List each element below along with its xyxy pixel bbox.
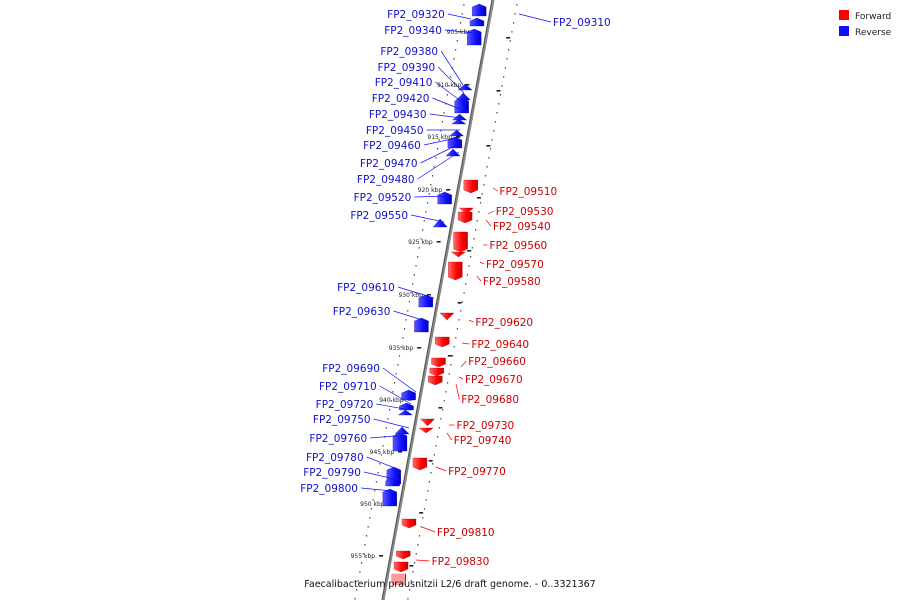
reverse-gene-feature[interactable] <box>414 317 429 333</box>
reverse-gene-label[interactable]: FP2_09320 <box>387 9 445 21</box>
forward-gene-feature[interactable] <box>420 418 435 427</box>
reverse-gene-feature[interactable] <box>472 3 487 17</box>
reverse-gene-label[interactable]: FP2_09690 <box>322 363 380 375</box>
chromosome-backbone <box>381 0 495 600</box>
reverse-gene-feature[interactable] <box>399 402 414 411</box>
forward-gene-feature[interactable] <box>448 261 463 281</box>
reverse-gene-feature[interactable] <box>467 28 482 46</box>
scale-tick-label: 950 kbp <box>360 501 385 508</box>
ruler-rails <box>354 4 518 600</box>
forward-gene-feature[interactable] <box>418 427 434 434</box>
reverse-gene-label[interactable]: FP2_09410 <box>375 77 433 89</box>
reverse-gene-label[interactable]: FP2_09340 <box>384 25 442 37</box>
forward-gene-label[interactable]: FP2_09580 <box>483 276 541 288</box>
scale-tick-label: 905 kbp <box>447 29 472 36</box>
reverse-gene-feature[interactable] <box>382 488 397 507</box>
label-leader-lines <box>360 13 552 562</box>
forward-gene-feature[interactable] <box>431 357 446 368</box>
reverse-gene-feature[interactable] <box>469 17 485 27</box>
reverse-gene-label[interactable]: FP2_09520 <box>354 192 412 204</box>
forward-gene-feature[interactable] <box>463 179 478 194</box>
forward-gene-label[interactable]: FP2_09560 <box>490 240 548 252</box>
reverse-gene-feature[interactable] <box>401 389 416 401</box>
reverse-gene-label[interactable]: FP2_09450 <box>366 125 424 137</box>
reverse-gene-label[interactable]: FP2_09800 <box>300 483 358 495</box>
reverse-gene-label[interactable]: FP2_09470 <box>360 158 418 170</box>
reverse-gene-feature[interactable] <box>449 129 465 137</box>
forward-gene-feature[interactable] <box>412 457 428 471</box>
legend-reverse-label: Reverse <box>855 28 892 38</box>
forward-gene-feature[interactable] <box>392 574 405 585</box>
scale-tick-label: 935 kbp <box>389 345 414 352</box>
forward-gene-feature[interactable] <box>453 231 468 253</box>
reverse-gene-label[interactable]: FP2_09790 <box>303 467 361 479</box>
reverse-gene-label[interactable]: FP2_09390 <box>377 62 435 74</box>
forward-gene-feature[interactable] <box>450 251 466 258</box>
forward-gene-feature[interactable] <box>396 550 411 560</box>
reverse-gene-feature[interactable] <box>451 118 467 125</box>
gene-labels[interactable]: FP2_09310 FP2_09320 FP2_09340 FP2_09380 FP2_… <box>300 9 610 568</box>
forward-gene-feature[interactable] <box>393 561 409 573</box>
forward-gene-label[interactable]: FP2_09770 <box>448 466 506 478</box>
forward-gene-label[interactable]: FP2_09510 <box>499 186 557 198</box>
scale-tick-label: 910 kbp <box>437 82 462 89</box>
gene-features <box>382 3 487 585</box>
scale-tick-label: 920 kbp <box>418 187 443 194</box>
reverse-gene-feature[interactable] <box>432 218 448 228</box>
forward-gene-feature[interactable] <box>458 207 474 215</box>
forward-gene-label[interactable]: FP2_09740 <box>454 435 512 447</box>
forward-gene-label[interactable]: FP2_09830 <box>432 556 490 568</box>
forward-gene-feature[interactable] <box>429 367 444 377</box>
reverse-gene-feature[interactable] <box>447 136 463 149</box>
legend: Forward Reverse <box>839 10 892 38</box>
forward-gene-label[interactable]: FP2_09570 <box>486 259 544 271</box>
legend-forward-swatch <box>839 10 849 20</box>
reverse-gene-feature[interactable] <box>397 409 413 416</box>
forward-gene-feature[interactable] <box>428 375 443 386</box>
genome-caption: Faecalibacterium prausnitzii L2/6 draft … <box>304 579 595 590</box>
forward-gene-label[interactable]: FP2_09730 <box>457 420 515 432</box>
forward-gene-label[interactable]: FP2_09670 <box>465 374 523 386</box>
scale-tick-label: 915 kbp <box>427 134 452 141</box>
forward-gene-label[interactable]: FP2_09530 <box>496 206 554 218</box>
ruler-ticks: 905 kbp 910 kbp 915 kbp 920 kbp 925 kbp 930 k… <box>351 29 511 567</box>
forward-gene-feature[interactable] <box>401 518 417 529</box>
reverse-gene-label[interactable]: FP2_09720 <box>316 399 374 411</box>
reverse-gene-label[interactable]: FP2_09460 <box>363 140 421 152</box>
reverse-gene-label[interactable]: FP2_09750 <box>313 414 371 426</box>
forward-gene-feature[interactable] <box>439 312 455 321</box>
scale-tick-label: 940 kbp <box>379 397 404 404</box>
reverse-gene-label[interactable]: FP2_09780 <box>306 452 364 464</box>
forward-gene-feature[interactable] <box>435 336 450 348</box>
reverse-gene-feature[interactable] <box>457 83 473 91</box>
legend-forward-label: Forward <box>855 12 891 22</box>
forward-gene-label[interactable]: FP2_09810 <box>437 527 495 539</box>
scale-tick-label: 925 kbp <box>408 239 433 246</box>
reverse-gene-label[interactable]: FP2_09420 <box>372 93 430 105</box>
forward-gene-label[interactable]: FP2_09660 <box>468 356 526 368</box>
scale-tick-label: 930 kbp <box>398 292 423 299</box>
forward-gene-label[interactable]: FP2_09680 <box>461 394 519 406</box>
scale-tick-label: 955 kbp <box>351 553 376 560</box>
reverse-gene-label[interactable]: FP2_09610 <box>337 282 395 294</box>
legend-reverse-swatch <box>839 26 849 36</box>
reverse-gene-label[interactable]: FP2_09550 <box>350 210 408 222</box>
scale-tick-label: 945 kbp <box>370 449 395 456</box>
reverse-gene-label[interactable]: FP2_09430 <box>369 109 427 121</box>
forward-gene-label[interactable]: FP2_09640 <box>471 339 529 351</box>
reverse-gene-feature[interactable] <box>392 432 408 452</box>
forward-gene-label[interactable]: FP2_09620 <box>475 317 533 329</box>
reverse-gene-label[interactable]: FP2_09480 <box>357 174 415 186</box>
forward-gene-label[interactable]: FP2_09540 <box>493 221 551 233</box>
reverse-gene-feature[interactable] <box>454 97 469 114</box>
reverse-gene-feature[interactable] <box>394 426 410 435</box>
reverse-gene-label[interactable]: FP2_09630 <box>333 306 391 318</box>
reverse-gene-label[interactable]: FP2_09380 <box>380 46 438 58</box>
reverse-gene-label[interactable]: FP2_09760 <box>309 433 367 445</box>
reverse-gene-label[interactable]: FP2_09710 <box>319 381 377 393</box>
forward-gene-feature[interactable] <box>457 211 473 224</box>
reverse-gene-label[interactable]: FP2_09310 <box>553 17 611 29</box>
